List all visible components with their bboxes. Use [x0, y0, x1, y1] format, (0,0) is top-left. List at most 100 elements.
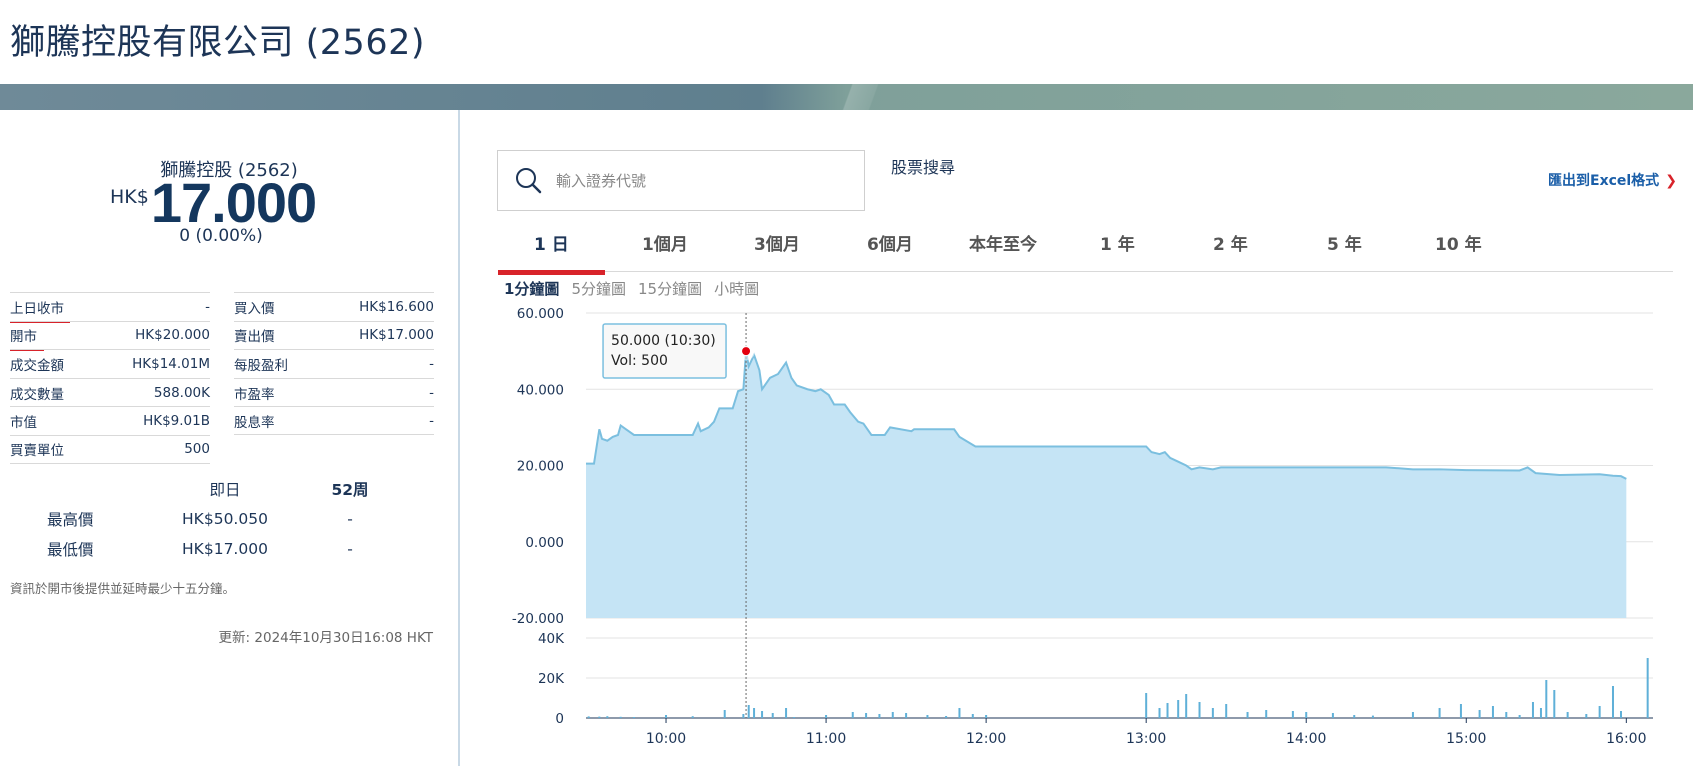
stat-label: 賣出價 — [234, 329, 275, 346]
price-y-tick-label: -20.000 — [512, 611, 564, 627]
high-label: 最高價 — [47, 511, 94, 529]
volume-bar — [1331, 713, 1334, 718]
stock-search-box[interactable] — [497, 150, 865, 211]
stat-label: 成交數量 — [10, 386, 64, 403]
stat-row-open: 開市 HK$20.000 — [10, 320, 210, 350]
export-excel-label: 匯出到Excel格式 — [1548, 173, 1660, 189]
interval-tabs: 1分鐘圖 5分鐘圖 15分鐘圖 小時圖 — [504, 278, 771, 299]
volume-bar — [1225, 704, 1228, 718]
volume-bar — [793, 717, 796, 718]
high-52-week: - — [347, 510, 353, 528]
tab-3-months[interactable]: 3個月 — [754, 235, 800, 255]
tab-ytd[interactable]: 本年至今 — [969, 235, 1037, 255]
volume-bar — [1246, 712, 1249, 718]
high-low-header: 即日 52周 — [10, 474, 430, 504]
volume-bar — [1566, 712, 1569, 718]
stat-value: - — [429, 384, 434, 401]
volume-bar — [691, 716, 694, 718]
volume-bar — [958, 708, 961, 718]
volume-bar — [1411, 712, 1414, 718]
volume-bar — [1585, 714, 1588, 718]
volume-y-tick-label: 40K — [538, 631, 565, 647]
stat-row-bid: 買入價 HK$16.600 — [234, 292, 434, 321]
volume-bar — [1438, 708, 1441, 718]
volume-bar — [1478, 710, 1481, 718]
volume-bar — [851, 712, 854, 718]
price-area — [586, 351, 1627, 618]
tab-1-month[interactable]: 1個月 — [642, 235, 688, 255]
tab-1-day[interactable]: 1 日 — [498, 230, 605, 275]
last-price: 17.000 — [150, 171, 317, 234]
volume-bar — [598, 716, 601, 718]
stat-value: HK$17.000 — [359, 327, 434, 344]
page-title: 獅騰控股有限公司 (2562) — [10, 23, 426, 63]
panel-divider — [458, 110, 460, 766]
volume-bar — [1491, 706, 1494, 718]
interval-hourly[interactable]: 小時圖 — [714, 280, 760, 298]
volume-bar — [971, 714, 974, 718]
interval-15-min[interactable]: 15分鐘圖 — [637, 280, 703, 298]
volume-bar — [1518, 715, 1521, 718]
stat-row-prev-close: 上日收市 - — [10, 292, 210, 321]
stat-value: HK$14.01M — [132, 355, 210, 372]
price-y-tick-label: 40.000 — [517, 382, 564, 398]
volume-bar — [1158, 708, 1161, 718]
volume-bar — [1553, 690, 1556, 718]
updated-timestamp: 更新: 2024年10月30日16:08 HKT — [218, 630, 433, 646]
volume-bar — [723, 710, 726, 718]
stat-label: 買入價 — [234, 300, 275, 317]
tab-2-years[interactable]: 2 年 — [1213, 235, 1248, 255]
stat-label: 開市 — [10, 325, 37, 345]
volume-bar — [1545, 680, 1548, 718]
volume-bar — [619, 716, 622, 718]
volume-bar — [1353, 715, 1356, 718]
volume-bar — [1177, 700, 1180, 718]
volume-bar — [985, 715, 988, 718]
tab-10-years[interactable]: 10 年 — [1435, 235, 1482, 255]
volume-bar — [926, 715, 929, 718]
volume-bar — [606, 716, 609, 718]
stat-value: HK$20.000 — [135, 327, 210, 344]
volume-bar — [1291, 711, 1294, 718]
interval-5-min[interactable]: 5分鐘圖 — [571, 280, 626, 298]
volume-y-tick-label: 20K — [538, 671, 565, 687]
volume-bar — [771, 713, 774, 718]
stat-row-ask: 賣出價 HK$17.000 — [234, 320, 434, 350]
volume-bar — [1539, 708, 1542, 718]
stat-value: 588.00K — [153, 384, 210, 401]
stat-row-pe: 市盈率 - — [234, 377, 434, 407]
search-icon[interactable] — [514, 166, 544, 196]
stats-table-right: 買入價 HK$16.600 賣出價 HK$17.000 每股盈利 - 市盈率 -… — [234, 292, 434, 435]
interval-1-min[interactable]: 1分鐘圖 — [504, 280, 560, 298]
volume-bar — [1611, 686, 1614, 718]
stat-row-volume: 成交數量 588.00K — [10, 377, 210, 407]
volume-bar — [665, 715, 668, 718]
stat-value: HK$9.01B — [143, 413, 210, 430]
volume-bar — [1145, 693, 1148, 718]
stock-code-input[interactable] — [556, 171, 836, 190]
volume-bar — [891, 712, 894, 718]
volume-bar — [1265, 710, 1268, 718]
volume-bar — [587, 716, 590, 718]
volume-bar — [1459, 704, 1462, 718]
stat-row-lot-size: 買賣單位 500 — [10, 434, 210, 464]
high-row: 最高價 HK$50.050 - — [10, 504, 430, 534]
stat-label: 股息率 — [234, 414, 275, 431]
x-tick-label: 14:00 — [1286, 731, 1326, 747]
volume-bar — [761, 711, 764, 718]
header-banner — [0, 84, 1693, 110]
stat-row-yield: 股息率 - — [234, 406, 434, 435]
delay-note: 資訊於開市後提供並延時最少十五分鐘。 — [10, 581, 236, 596]
tooltip-line-price: 50.000 (10:30) — [611, 333, 716, 349]
export-excel-link[interactable]: 匯出到Excel格式 ❯ — [1548, 170, 1677, 190]
chevron-right-icon: ❯ — [1665, 173, 1677, 189]
volume-bar — [1166, 703, 1169, 718]
header-52-week: 52周 — [331, 481, 369, 499]
price-volume-chart[interactable]: 60.000 40.000 20.000 0.000 -20.000 40K 20K 0 10:… — [500, 300, 1680, 766]
tab-1-year[interactable]: 1 年 — [1100, 235, 1135, 255]
tab-5-years[interactable]: 5 年 — [1327, 235, 1362, 255]
volume-bar — [633, 717, 636, 718]
tab-6-months[interactable]: 6個月 — [867, 235, 913, 255]
stat-label: 市盈率 — [234, 386, 275, 403]
stat-label: 買賣單位 — [10, 443, 64, 460]
